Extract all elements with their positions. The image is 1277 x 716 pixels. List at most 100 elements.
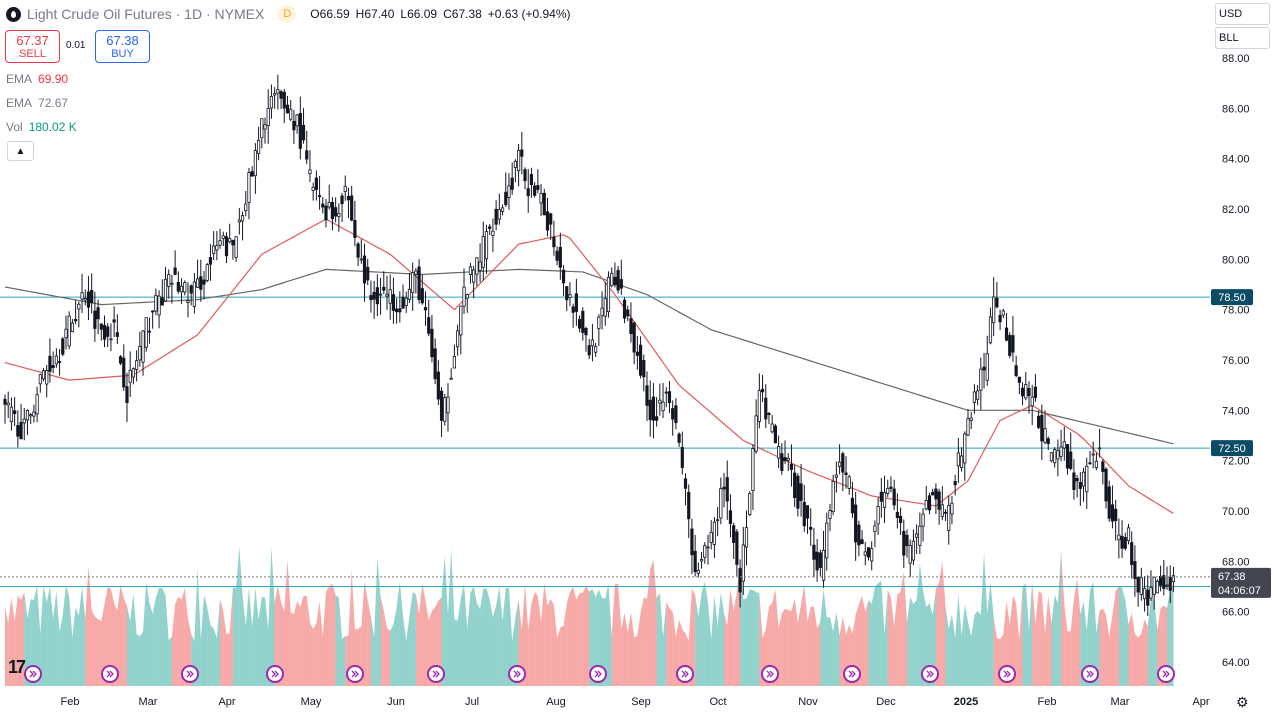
candle-body xyxy=(176,281,180,292)
candle-body xyxy=(735,531,739,565)
candle-body xyxy=(77,303,81,310)
candle-body xyxy=(430,328,434,358)
volume-segment xyxy=(602,597,606,686)
candle-body xyxy=(423,306,428,311)
volume-segment xyxy=(887,589,891,686)
volume-segment xyxy=(130,593,134,686)
volume-segment xyxy=(274,585,278,686)
level-label: 78.50 xyxy=(1211,289,1253,306)
buy-button[interactable]: 67.38 BUY xyxy=(95,30,150,63)
volume-segment xyxy=(627,612,631,686)
candle-body xyxy=(183,282,187,293)
candle-body xyxy=(616,269,620,291)
candle-body xyxy=(1117,534,1121,541)
volume-segment xyxy=(1003,601,1007,686)
candle-body xyxy=(346,195,351,201)
candle-body xyxy=(465,294,469,299)
candle-body xyxy=(494,208,498,225)
y-tick-label: 64.00 xyxy=(1222,657,1250,669)
volume-segment xyxy=(903,571,908,686)
candle-body xyxy=(854,504,858,543)
candle-body xyxy=(93,310,97,329)
volume-segment xyxy=(1138,633,1142,686)
delay-badge[interactable]: D xyxy=(278,5,297,23)
candle-body xyxy=(1065,444,1070,469)
collapse-indicators-button[interactable]: ▲ xyxy=(7,141,34,161)
candle-body xyxy=(972,391,977,403)
volume-segment xyxy=(56,590,60,686)
candle-body xyxy=(1059,446,1063,457)
candle-body xyxy=(240,215,245,222)
candle-body xyxy=(1142,588,1147,600)
symbol-title[interactable]: Light Crude Oil Futures · 1D · NYMEX xyxy=(27,6,265,22)
indicator-ema-long[interactable]: EMA 72.67 xyxy=(6,96,68,110)
candle-body xyxy=(250,171,254,177)
volume-segment xyxy=(168,636,172,686)
volume-segment xyxy=(647,569,651,686)
candle-body xyxy=(873,525,877,532)
volume-segment xyxy=(422,583,426,686)
indicator-ema-short[interactable]: EMA 69.90 xyxy=(6,72,68,86)
oil-drop-icon xyxy=(6,6,21,22)
indicator-name: Vol xyxy=(6,120,23,134)
volume-segment xyxy=(94,616,99,686)
candle-body xyxy=(462,286,466,307)
candle-body xyxy=(889,486,893,489)
candle-body xyxy=(289,108,293,120)
candle-body xyxy=(818,552,822,568)
candle-body xyxy=(1001,310,1005,316)
candle-body xyxy=(359,258,363,261)
candle-body xyxy=(157,295,161,316)
candle-body xyxy=(760,388,765,393)
candle-body xyxy=(982,366,986,371)
candle-body xyxy=(526,188,530,197)
low-value: 66.09 xyxy=(407,7,438,21)
countdown-text: 04:06:07 xyxy=(1218,585,1261,597)
settings-icon[interactable]: ⚙ xyxy=(1236,694,1249,710)
candle-body xyxy=(234,236,238,258)
candle-body xyxy=(90,290,94,304)
candle-body xyxy=(651,396,656,421)
volume-segment xyxy=(248,588,253,686)
candle-body xyxy=(979,368,983,391)
candle-body xyxy=(19,422,23,440)
candle-body xyxy=(317,195,322,198)
volume-segment xyxy=(868,599,872,686)
level-label-text: 72.50 xyxy=(1218,443,1246,455)
tradingview-logo[interactable]: 17 xyxy=(8,657,26,677)
volume-segment xyxy=(370,617,375,686)
candle-body xyxy=(706,546,710,549)
unit-button[interactable]: BLL xyxy=(1215,27,1270,49)
volume-segment xyxy=(1032,582,1036,686)
y-tick-label: 66.00 xyxy=(1222,607,1250,619)
volume-segment xyxy=(207,607,211,686)
volume-segment xyxy=(1134,633,1139,686)
candle-body xyxy=(1043,428,1047,443)
volume-segment xyxy=(1118,586,1123,686)
candle-body xyxy=(356,243,360,258)
currency-button[interactable]: USD xyxy=(1215,3,1270,25)
candle-body xyxy=(298,113,302,149)
volume-segment xyxy=(984,552,988,686)
volume-segment xyxy=(496,587,500,686)
volume-segment xyxy=(701,581,705,686)
candle-body xyxy=(513,160,517,168)
volume-segment xyxy=(643,597,647,686)
candle-body xyxy=(282,91,286,109)
candle-body xyxy=(786,457,790,461)
x-tick-label: Aug xyxy=(546,696,566,708)
indicator-volume[interactable]: Vol 180.02 K xyxy=(6,120,77,134)
candle-body xyxy=(674,405,678,424)
chart-header: Light Crude Oil Futures · 1D · NYMEX D O… xyxy=(6,4,571,24)
indicator-name: EMA xyxy=(6,72,33,86)
candle-body xyxy=(38,374,42,385)
candle-body xyxy=(253,150,257,177)
volume-segment xyxy=(1019,586,1023,686)
candle-body xyxy=(606,276,611,313)
volume-segment xyxy=(974,610,978,686)
volume-segment xyxy=(17,595,22,686)
sell-button[interactable]: 67.37 SELL xyxy=(5,30,60,63)
volume-segment xyxy=(139,631,144,686)
